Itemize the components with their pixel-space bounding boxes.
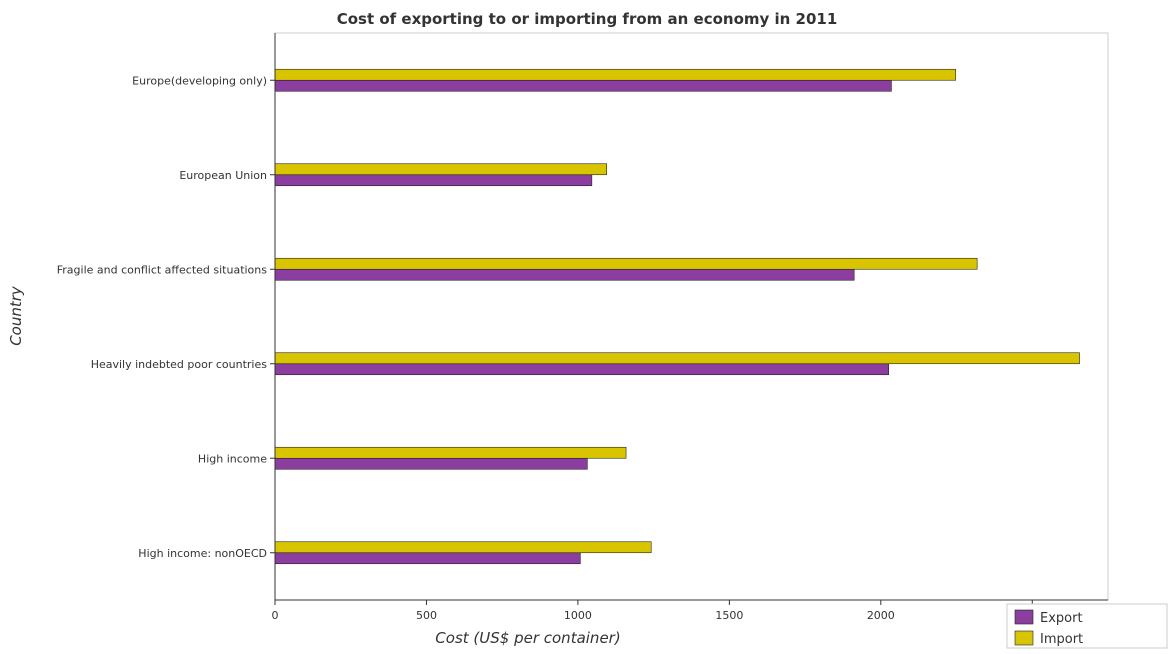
y-tick-label: Heavily indebted poor countries [91, 358, 268, 371]
y-tick-label: Europe(developing only) [132, 74, 267, 87]
bar-import [274, 257, 978, 270]
x-axis-label: Cost (US$ per container) [435, 629, 620, 647]
y-tick-label: High income [198, 452, 267, 465]
y-tick-label: European Union [179, 169, 267, 182]
legend-swatch-export [1014, 609, 1034, 625]
y-tick-label: Fragile and conflict affected situations [57, 263, 268, 276]
bar-import [274, 541, 652, 554]
plot-area [274, 32, 1109, 601]
bar-export [274, 363, 889, 376]
legend-swatch-import [1014, 630, 1034, 646]
bar-export [274, 174, 593, 187]
bar-import [274, 446, 627, 459]
bar-export [274, 457, 588, 470]
x-tick-label: 1500 [715, 609, 743, 622]
x-tick-label: 2000 [867, 609, 895, 622]
chart-title: Cost of exporting to or importing from a… [337, 10, 838, 28]
bar-import [274, 352, 1080, 365]
x-tick-label: 500 [416, 609, 437, 622]
bar-export [274, 79, 892, 92]
y-tick-label: High income: nonOECD [138, 547, 267, 560]
bar-export [274, 552, 581, 565]
y-axis-label: Country [7, 285, 25, 346]
bar-export [274, 268, 855, 281]
legend-box [1006, 603, 1168, 649]
x-tick-label: 1000 [564, 609, 592, 622]
legend-label-import: Import [1040, 632, 1083, 647]
bar-import [274, 68, 956, 81]
legend-label-export: Export [1040, 611, 1083, 626]
bar-import [274, 163, 607, 176]
x-tick-label: 0 [272, 609, 279, 622]
legend: Export Import [1006, 603, 1168, 649]
